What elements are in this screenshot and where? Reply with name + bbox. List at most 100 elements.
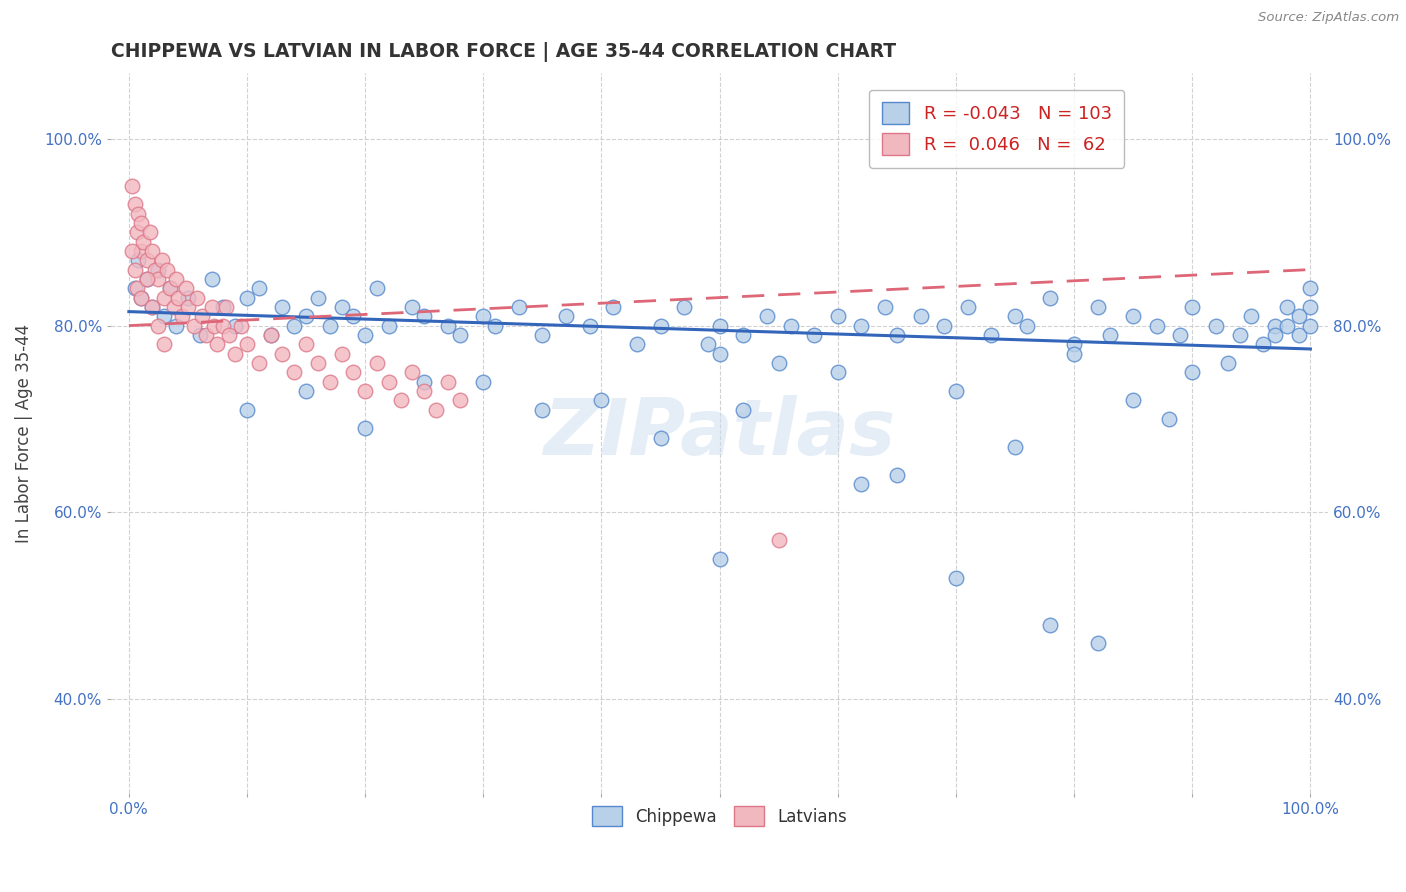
Point	[354, 328, 377, 343]
Point	[851, 318, 873, 333]
Point	[141, 244, 163, 258]
Point	[153, 337, 176, 351]
Point	[159, 281, 181, 295]
Point	[1087, 300, 1109, 314]
Point	[1039, 291, 1062, 305]
Point	[295, 337, 318, 351]
Point	[934, 318, 956, 333]
Point	[124, 197, 146, 211]
Point	[650, 318, 672, 333]
Point	[945, 384, 967, 398]
Point	[271, 346, 294, 360]
Point	[378, 375, 401, 389]
Point	[167, 291, 190, 305]
Point	[1275, 300, 1298, 314]
Point	[1240, 310, 1263, 324]
Point	[803, 328, 825, 343]
Point	[148, 262, 170, 277]
Point	[259, 328, 281, 343]
Point	[873, 300, 896, 314]
Point	[733, 402, 755, 417]
Point	[472, 310, 495, 324]
Point	[330, 300, 353, 314]
Point	[177, 291, 200, 305]
Point	[378, 318, 401, 333]
Point	[508, 300, 530, 314]
Point	[1063, 337, 1085, 351]
Point	[1122, 310, 1144, 324]
Point	[319, 318, 342, 333]
Point	[165, 318, 187, 333]
Point	[354, 421, 377, 435]
Point	[159, 281, 181, 295]
Point	[174, 281, 197, 295]
Point	[148, 272, 170, 286]
Point	[165, 272, 187, 286]
Point	[413, 375, 436, 389]
Point	[827, 310, 849, 324]
Point	[1299, 300, 1322, 314]
Point	[139, 225, 162, 239]
Point	[283, 318, 305, 333]
Point	[194, 328, 217, 343]
Point	[1146, 318, 1168, 333]
Point	[1181, 365, 1204, 379]
Point	[271, 300, 294, 314]
Point	[401, 365, 423, 379]
Point	[148, 318, 170, 333]
Point	[1170, 328, 1192, 343]
Point	[236, 291, 259, 305]
Point	[143, 262, 166, 277]
Y-axis label: In Labor Force | Age 35-44: In Labor Force | Age 35-44	[15, 324, 32, 542]
Point	[319, 375, 342, 389]
Point	[591, 393, 613, 408]
Point	[153, 291, 176, 305]
Point	[437, 375, 460, 389]
Point	[202, 318, 225, 333]
Point	[191, 310, 214, 324]
Point	[342, 310, 364, 324]
Point	[295, 384, 318, 398]
Point	[472, 375, 495, 389]
Point	[229, 318, 252, 333]
Point	[449, 393, 471, 408]
Point	[709, 346, 731, 360]
Point	[484, 318, 506, 333]
Point	[910, 310, 932, 324]
Point	[733, 328, 755, 343]
Point	[1288, 328, 1310, 343]
Point	[124, 262, 146, 277]
Point	[236, 402, 259, 417]
Point	[1004, 440, 1026, 454]
Point	[283, 365, 305, 379]
Point	[366, 356, 388, 370]
Point	[1205, 318, 1227, 333]
Point	[307, 356, 329, 370]
Point	[1157, 412, 1180, 426]
Point	[709, 552, 731, 566]
Point	[188, 328, 211, 343]
Point	[177, 300, 200, 314]
Point	[1288, 310, 1310, 324]
Text: ZIPatlas: ZIPatlas	[544, 395, 896, 471]
Point	[945, 571, 967, 585]
Point	[779, 318, 801, 333]
Point	[295, 310, 318, 324]
Point	[307, 291, 329, 305]
Point	[183, 318, 205, 333]
Point	[886, 468, 908, 483]
Point	[141, 300, 163, 314]
Point	[425, 402, 447, 417]
Point	[696, 337, 718, 351]
Point	[141, 300, 163, 314]
Point	[200, 300, 222, 314]
Point	[127, 253, 149, 268]
Point	[127, 225, 149, 239]
Point	[1264, 328, 1286, 343]
Point	[247, 356, 270, 370]
Point	[1181, 300, 1204, 314]
Point	[224, 318, 246, 333]
Point	[1216, 356, 1239, 370]
Point	[389, 393, 412, 408]
Point	[1015, 318, 1038, 333]
